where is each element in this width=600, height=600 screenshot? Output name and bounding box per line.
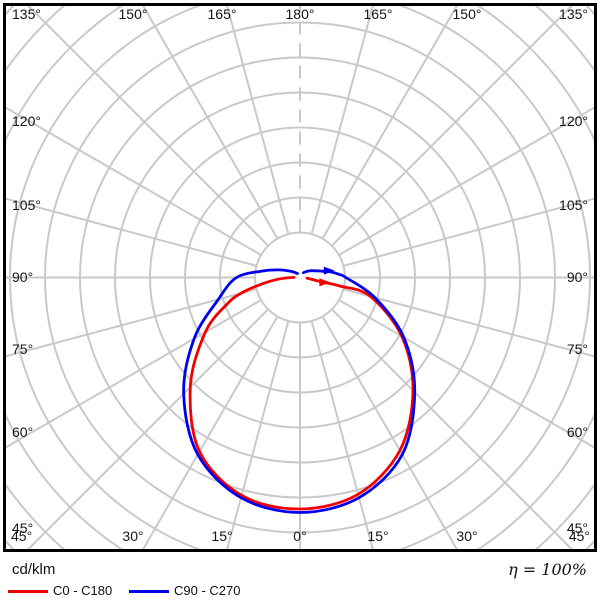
angle-label-left-0: 120° bbox=[12, 113, 41, 129]
angle-label-left-5: 45° bbox=[12, 520, 34, 536]
unit-label: cd/klm bbox=[12, 561, 56, 578]
angle-label-right-3: 75° bbox=[566, 341, 588, 357]
angle-label-left-4: 60° bbox=[12, 424, 34, 440]
angle-label-right-1: 105° bbox=[559, 197, 588, 213]
efficiency-label: η = 100% bbox=[508, 560, 587, 580]
legend-label-c0-c180: C0 - C180 bbox=[53, 583, 113, 598]
angle-label-right-4: 60° bbox=[566, 424, 588, 440]
angle-label-left-3: 75° bbox=[12, 341, 34, 357]
legend-swatch-c90-c270-line bbox=[129, 589, 169, 593]
angle-label-top-5: 150° bbox=[452, 6, 482, 22]
legend-label-c90-c270: C90 - C270 bbox=[174, 583, 241, 598]
angle-label-top-3: 180° bbox=[285, 6, 315, 22]
angle-label-bottom-5: 30° bbox=[456, 528, 478, 544]
angle-label-right-5: 45° bbox=[566, 520, 588, 536]
angle-label-right-2: 90° bbox=[566, 269, 588, 285]
angle-label-bottom-2: 15° bbox=[211, 528, 233, 544]
angle-label-top-6: 135° bbox=[559, 6, 588, 22]
angle-label-top-1: 150° bbox=[118, 6, 148, 22]
angle-label-top-2: 165° bbox=[207, 6, 237, 22]
curve-c90-c270 bbox=[182, 268, 417, 514]
curve-c0-c180 bbox=[188, 276, 415, 511]
angle-label-top-0: 135° bbox=[12, 6, 41, 22]
angle-label-bottom-3: 0° bbox=[293, 528, 307, 544]
angle-label-top-4: 165° bbox=[363, 6, 393, 22]
efficiency-value: η = 100% bbox=[508, 560, 587, 579]
legend-item-c0-c180: C0 - C180 bbox=[8, 584, 112, 598]
legend-item-c90-c270: C90 - C270 bbox=[129, 584, 240, 598]
angle-label-left-2: 90° bbox=[12, 269, 34, 285]
angle-label-bottom-0: 45° bbox=[11, 528, 33, 544]
angle-label-right-0: 120° bbox=[559, 113, 588, 129]
angle-label-left-1: 105° bbox=[12, 197, 41, 213]
legend-swatch-c0-c180-line bbox=[8, 589, 48, 593]
curve-direction-arrow-icon bbox=[319, 278, 331, 287]
angle-label-bottom-6: 45° bbox=[568, 528, 590, 544]
angle-label-bottom-4: 15° bbox=[367, 528, 389, 544]
angle-label-bottom-1: 30° bbox=[122, 528, 144, 544]
curve-direction-arrow-icon bbox=[323, 266, 335, 275]
